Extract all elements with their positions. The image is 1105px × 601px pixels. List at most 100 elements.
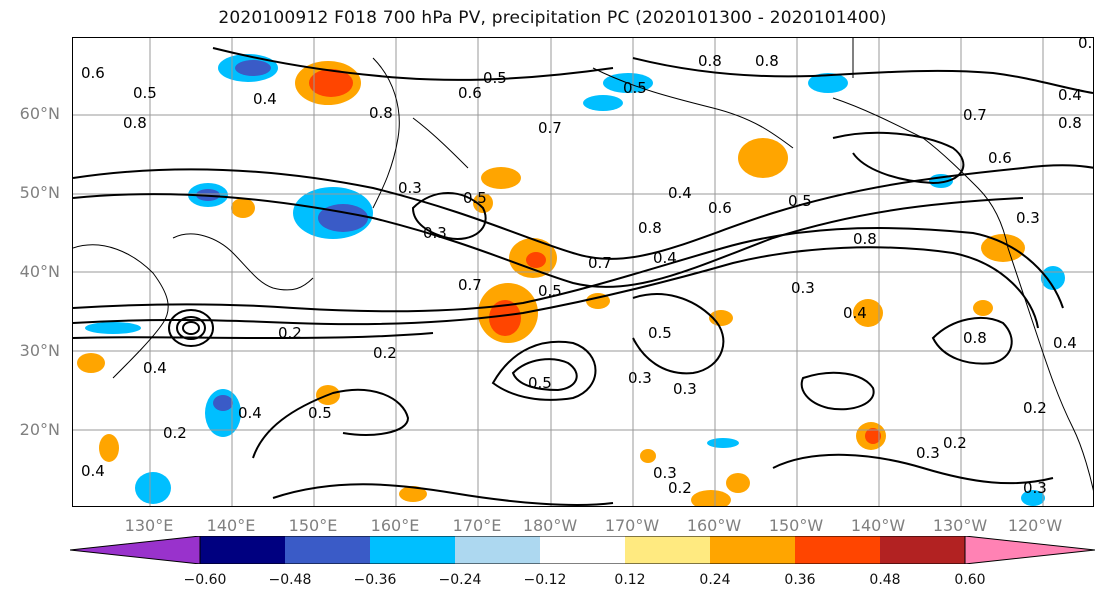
contour-label: 0.3 — [791, 279, 815, 297]
colorbar-tick-label: −0.36 — [353, 572, 397, 588]
map-canvas: 0.6 0.5 0.4 0.8 0.8 0.7 0.6 0.5 0.8 0.5 … — [73, 38, 1094, 506]
contour-label: 0.8 — [963, 329, 987, 347]
contour-label: 0.5 — [788, 192, 812, 210]
lon-label: 120°W — [1007, 516, 1063, 535]
lon-label: 160°E — [370, 516, 420, 535]
precip-pos-area — [865, 428, 881, 444]
contour-label: 0.5 — [483, 69, 507, 87]
precipitation-shading — [77, 54, 1065, 506]
precip-pos-area — [399, 486, 427, 502]
colorbar-tick-label: −0.48 — [268, 572, 312, 588]
contour-label: 0.8 — [755, 52, 779, 70]
lon-label: 140°W — [850, 516, 906, 535]
contour-label: 0.4 — [1053, 334, 1077, 352]
contour-label: 0.3 — [398, 179, 422, 197]
precip-pos-area — [853, 299, 883, 327]
map-panel: 0.6 0.5 0.4 0.8 0.8 0.7 0.6 0.5 0.8 0.5 … — [72, 37, 1094, 507]
lat-label-50n: 50°N — [19, 183, 60, 202]
contour-label: 0.7 — [458, 276, 482, 294]
contour-label: 0.7 — [538, 119, 562, 137]
precip-neg-area — [235, 60, 271, 76]
contour-label: 0.6 — [1078, 38, 1094, 52]
precip-pos-area — [481, 167, 521, 189]
colorbar-high-extend — [964, 536, 1095, 564]
map-title: 2020100912 F018 700 hPa PV, precipitatio… — [218, 8, 887, 28]
lon-label: 130°W — [932, 516, 988, 535]
contour-label: 0.8 — [1058, 114, 1082, 132]
precip-pos-area — [231, 198, 255, 218]
precip-pos-area — [691, 490, 731, 506]
precip-pos-area — [77, 353, 105, 373]
contour-label: 0.3 — [1016, 209, 1040, 227]
contour-label: 0.6 — [708, 199, 732, 217]
lon-label: 180°W — [522, 516, 578, 535]
colorbar-bin — [200, 536, 285, 564]
colorbar-tick-label: −0.12 — [523, 572, 567, 588]
pv-contours — [73, 47, 1093, 506]
precip-pos-area — [309, 69, 353, 97]
precip-neg-area — [85, 322, 141, 334]
precip-neg-area — [808, 73, 848, 93]
lon-label: 160°W — [686, 516, 742, 535]
lat-label-60n: 60°N — [19, 104, 60, 123]
contour-label: 0.5 — [623, 79, 647, 97]
contour-label: 0.2 — [668, 479, 692, 497]
lat-label-30n: 30°N — [19, 341, 60, 360]
contour-label: 0.5 — [648, 324, 672, 342]
lon-label: 140°E — [206, 516, 256, 535]
lat-label-40n: 40°N — [19, 262, 60, 281]
lon-label: 150°E — [288, 516, 338, 535]
contour-label: 0.8 — [369, 104, 393, 122]
lon-label: 170°E — [452, 516, 502, 535]
contour-label: 0.5 — [538, 282, 562, 300]
contour-label: 0.5 — [463, 189, 487, 207]
contour-label: 0.7 — [963, 106, 987, 124]
lat-label-20n: 20°N — [19, 420, 60, 439]
colorbar-bin — [880, 536, 965, 564]
precip-neg-area — [1021, 490, 1045, 506]
contour-label: 0.4 — [143, 359, 167, 377]
contour-label: 0.6 — [458, 84, 482, 102]
contour-label: 0.3 — [673, 380, 697, 398]
contour-label: 0.4 — [253, 90, 277, 108]
colorbar — [70, 536, 1095, 564]
colorbar-bin — [540, 536, 625, 564]
precip-pos-area — [738, 138, 788, 178]
contour-label: 0.6 — [988, 149, 1012, 167]
colorbar-tick-label: −0.24 — [438, 572, 482, 588]
lon-label: 130°E — [124, 516, 174, 535]
precip-pos-area — [489, 300, 521, 336]
colorbar-tick-label: 0.12 — [614, 572, 646, 588]
contour-label: 0.3 — [628, 369, 652, 387]
contour-label: 0.3 — [916, 444, 940, 462]
contour-label: 0.5 — [133, 84, 157, 102]
contour-label: 0.2 — [1023, 399, 1047, 417]
precip-pos-area — [99, 434, 119, 462]
colorbar-bin — [370, 536, 455, 564]
contour-label: 0.2 — [163, 424, 187, 442]
colorbar-tick-label: 0.48 — [869, 572, 901, 588]
colorbar-tick-label: 0.24 — [699, 572, 731, 588]
precip-neg-area — [318, 204, 368, 232]
graticule — [73, 38, 1093, 506]
precip-neg-area — [213, 395, 233, 411]
contour-label: 0.2 — [373, 344, 397, 362]
contour-label: 0.8 — [698, 52, 722, 70]
contour-label: 0.5 — [528, 374, 552, 392]
contour-label: 0.4 — [238, 404, 262, 422]
colorbar-tick-label: 0.36 — [784, 572, 816, 588]
contour-label: 0.8 — [638, 219, 662, 237]
contour-label: 0.4 — [843, 304, 867, 322]
colorbar-bin — [710, 536, 795, 564]
lon-label: 170°W — [604, 516, 660, 535]
contour-labels: 0.6 0.5 0.4 0.8 0.8 0.7 0.6 0.5 0.8 0.5 … — [81, 38, 1094, 497]
colorbar-bin — [285, 536, 370, 564]
contour-label: 0.6 — [81, 64, 105, 82]
contour-label: 0.4 — [1058, 86, 1082, 104]
contour-label: 0.5 — [308, 404, 332, 422]
colorbar-low-extend — [70, 536, 201, 564]
colorbar-tick-label: 0.60 — [954, 572, 986, 588]
precip-pos-area — [526, 252, 546, 268]
precip-pos-area — [973, 300, 993, 316]
precip-pos-area — [640, 449, 656, 463]
